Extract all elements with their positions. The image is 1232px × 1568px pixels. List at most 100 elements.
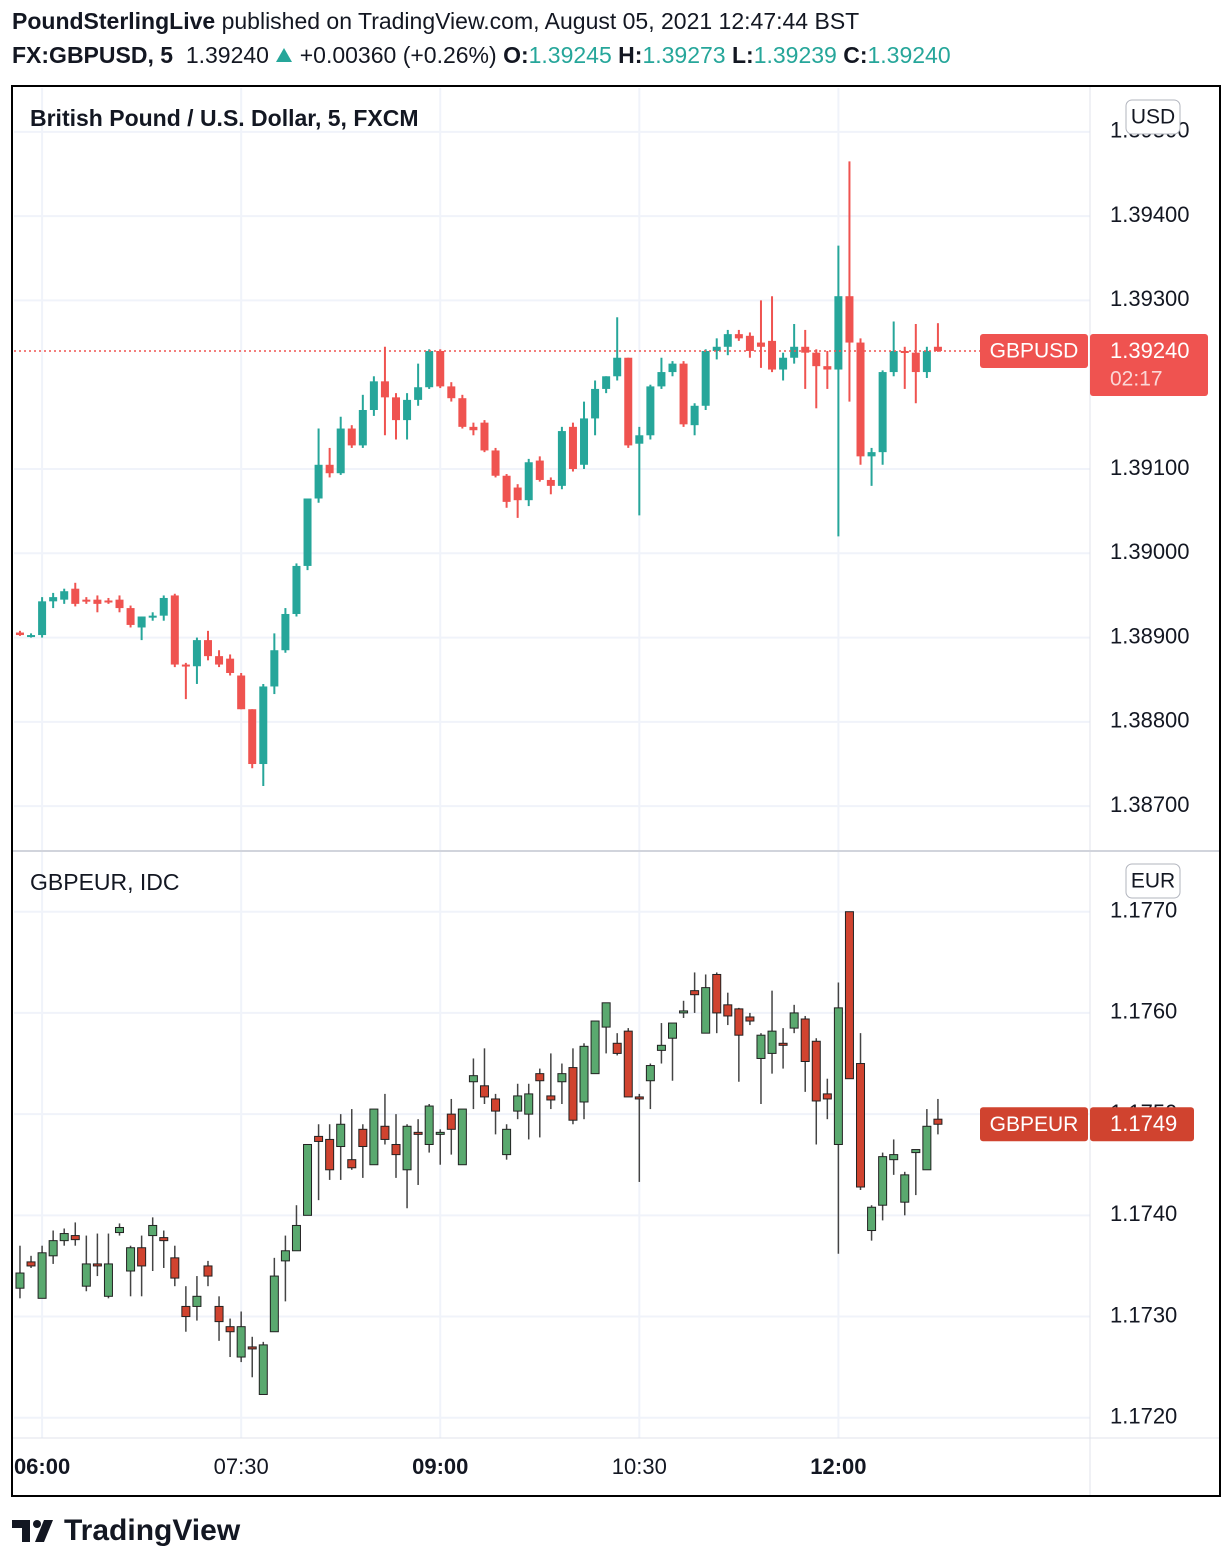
candle-body [115, 599, 124, 609]
candle-body [81, 1263, 91, 1287]
candle-body [922, 350, 931, 373]
candle-body [679, 1010, 689, 1014]
last-price-box [1090, 333, 1208, 396]
candle-body [103, 1263, 113, 1297]
candle-body [922, 1125, 932, 1171]
candle-body [258, 1344, 268, 1395]
x-tick-label: 09:00 [412, 1454, 468, 1479]
candle-body [236, 1326, 246, 1358]
candle-body [270, 650, 279, 687]
y-tick-label: 1.39500 [1110, 118, 1190, 143]
candle-body [26, 1261, 36, 1267]
candle-body [413, 1131, 423, 1135]
y-tick-label: 1.38900 [1110, 623, 1190, 648]
candle-body [933, 346, 942, 351]
candle-body [767, 1030, 777, 1054]
candle-body [801, 346, 810, 353]
candle-body [269, 1275, 279, 1333]
candle-body [259, 686, 268, 765]
candle-body [281, 613, 290, 651]
candle-body [425, 350, 434, 388]
candle-body [392, 397, 401, 421]
candle-body [535, 1073, 545, 1082]
candle-body [789, 1012, 799, 1029]
candle-body [192, 1295, 202, 1307]
price: 1.39240 [185, 42, 269, 68]
currency: USD [1131, 106, 1175, 129]
y-tick-label: 1.38800 [1110, 708, 1190, 733]
candle-body [248, 709, 257, 765]
candle-body [336, 1123, 346, 1148]
candle-body [524, 1093, 534, 1115]
candle-body [292, 565, 301, 614]
candle-body [369, 381, 378, 410]
candle-body [314, 464, 323, 499]
candle-body [159, 597, 168, 616]
candle-body [900, 1174, 910, 1203]
last-price-box [1090, 1107, 1194, 1142]
candle-body [214, 1305, 224, 1323]
candle-body [844, 911, 854, 1080]
last-name: GBPEUR [990, 1113, 1079, 1136]
candle-body [93, 599, 102, 604]
candle-body [126, 608, 135, 625]
candle-body [203, 640, 212, 657]
candle-body [812, 352, 821, 367]
candle-body [347, 1159, 357, 1169]
last-price-label: 1.1749 [1110, 1111, 1177, 1136]
candle-body [712, 973, 722, 1014]
candle-body [667, 1022, 677, 1039]
candle-body [723, 1004, 733, 1017]
up-arrow [276, 48, 293, 62]
candle-body [137, 616, 146, 628]
candle-body [878, 372, 887, 453]
candle-body [303, 1143, 313, 1216]
candle-body [59, 1233, 69, 1242]
l: 1.39239 [753, 42, 837, 68]
candle-body [657, 372, 666, 387]
candle-body [800, 1018, 810, 1063]
candle-body [480, 422, 489, 451]
candle-body [646, 386, 655, 436]
candle-body [181, 1305, 191, 1318]
candle-body [380, 1125, 390, 1140]
candle-body [225, 1326, 235, 1333]
candle-body [203, 1265, 213, 1277]
candle-body [170, 1257, 180, 1279]
last-name-box [980, 333, 1088, 368]
candle-body [491, 450, 500, 476]
candle-body [325, 464, 334, 474]
candle-body [469, 426, 478, 431]
candle-body [557, 1073, 567, 1083]
frame [11, 85, 1221, 1497]
candle-body [834, 296, 843, 370]
y-tick-label: 1.1740 [1110, 1201, 1177, 1226]
h-label: H: [618, 42, 643, 68]
last-price-label: 1.39240 [1110, 338, 1190, 363]
candle-body [15, 632, 24, 636]
candle-body [833, 1007, 843, 1145]
candle-body [734, 334, 743, 339]
candle-body [524, 462, 533, 501]
candle-body [656, 1044, 666, 1051]
pane-title: British Pound / U.S. Dollar, 5, FXCM [30, 105, 418, 131]
candle-body [701, 350, 710, 406]
countdown: 02:17 [1110, 368, 1163, 391]
candle-body [867, 452, 876, 457]
candle-body [148, 615, 157, 618]
candle-body [590, 1020, 600, 1075]
candle-body [889, 1154, 899, 1161]
publisher: PoundSterlingLive [12, 8, 216, 34]
candle-body [447, 386, 456, 399]
candle-body [546, 1095, 556, 1101]
candle-body [435, 1131, 445, 1135]
symbol: FX:GBPUSD, 5 [12, 42, 174, 68]
candle-body [48, 1240, 58, 1257]
candle-body [170, 595, 179, 665]
candle-body [811, 1040, 821, 1102]
candle-body [723, 334, 732, 347]
x-tick-label: 10:30 [612, 1454, 667, 1479]
candle-body [92, 1263, 102, 1267]
last-name: GBPUSD [990, 340, 1079, 363]
